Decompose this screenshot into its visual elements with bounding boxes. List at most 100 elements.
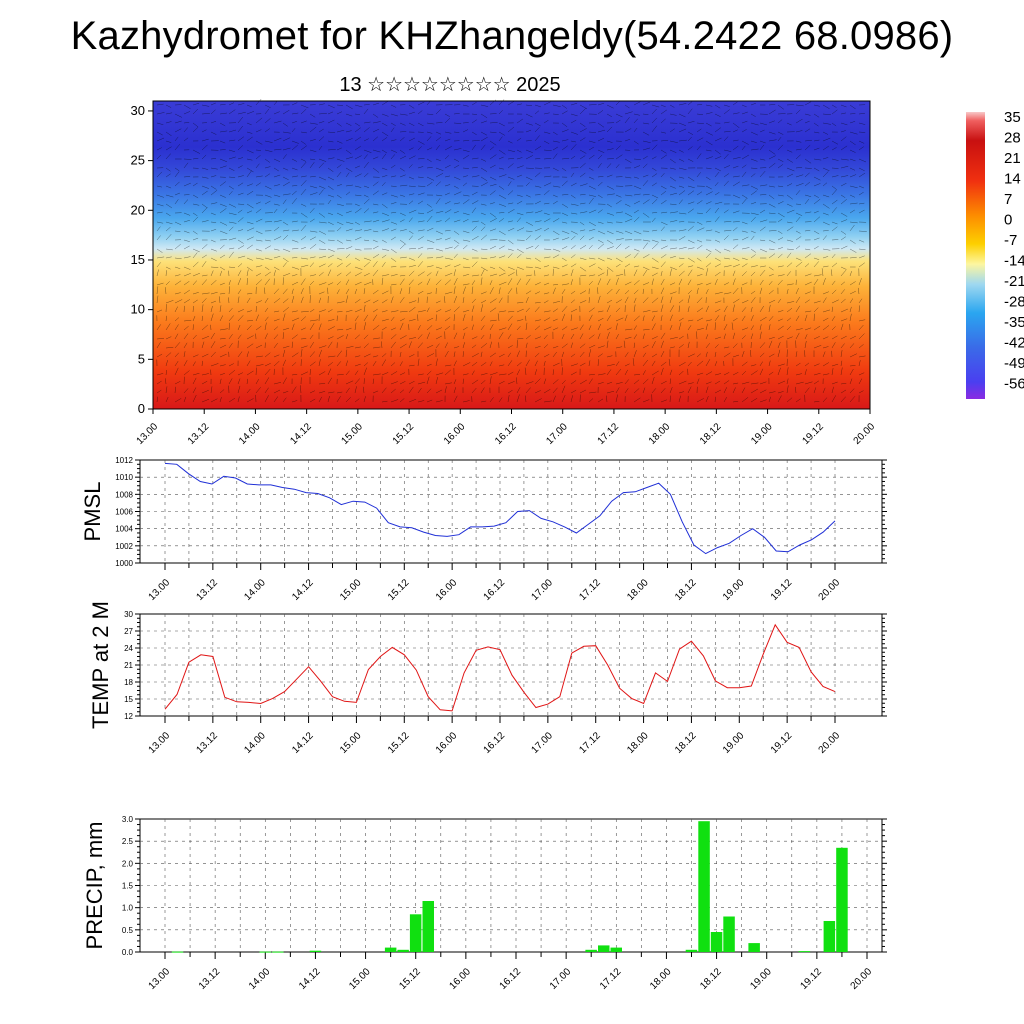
precip-x-tick-label: 15.00 — [347, 966, 373, 992]
temp-y-tick-label: 15 — [124, 695, 133, 704]
colorbar-label: -28 — [1004, 294, 1024, 311]
colorbar-label: 0 — [1004, 212, 1012, 229]
pmsl-x-tick-label: 14.00 — [242, 577, 268, 603]
temp-x-tick-label: 15.00 — [338, 730, 364, 756]
temp-x-tick-label: 16.12 — [482, 730, 508, 756]
wind-vectors — [156, 98, 867, 403]
temp-x-tick-label: 18.00 — [625, 730, 651, 756]
colorbar-label: -7 — [1004, 232, 1017, 249]
colorbar: 35 28 21 14 7 0 -7 -14 -21 -28 -35 -42 -49 -56 — [966, 109, 1024, 399]
y-tick-label: 0 — [138, 401, 145, 416]
x-tick-label: 17.00 — [544, 421, 570, 447]
temp-x-tick-label: 13.12 — [195, 730, 221, 756]
precip-y-tick-label: 1.0 — [122, 904, 134, 913]
precip-bar — [610, 947, 622, 952]
x-tick-label: 19.12 — [800, 421, 826, 447]
precip-bar — [397, 949, 409, 952]
pmsl-x-tick-label: 15.00 — [338, 577, 364, 603]
colorbar-label: 21 — [1004, 150, 1021, 167]
temp-x-tick-label: 17.12 — [577, 730, 603, 756]
precip-panel: 3.0 2.5 2.0 1.5 1.0 0.5 0.0 13.00 13.12 14.00 14.1… — [82, 815, 887, 992]
precip-bar — [259, 951, 271, 953]
heatmap-panel: 0 5 10 15 20 25 30 13.00 13.12 14.00 14.12 15.00 15.… — [131, 98, 877, 447]
pmsl-x-tick-label: 15.12 — [386, 577, 412, 603]
precip-bar — [409, 914, 422, 952]
x-tick-label: 15.12 — [391, 421, 417, 447]
colorbar-label: -56 — [1004, 376, 1024, 393]
pmsl-x-tick-label: 16.12 — [482, 577, 508, 603]
x-tick-label: 16.00 — [442, 421, 468, 447]
precip-bar — [384, 947, 397, 952]
temp-y-tick-label: 12 — [124, 712, 133, 721]
pmsl-y-tick-label: 1008 — [115, 490, 133, 499]
x-tick-label: 17.12 — [596, 421, 622, 447]
pmsl-x-tick-label: 13.12 — [195, 577, 221, 603]
precip-x-tick-label: 14.12 — [297, 966, 323, 992]
colorbar-label: 35 — [1004, 109, 1021, 126]
temp-x-tick-label: 14.12 — [290, 730, 316, 756]
pmsl-x-tick-label: 18.00 — [625, 577, 651, 603]
x-tick-label: 18.12 — [698, 421, 724, 447]
precip-bar — [585, 949, 597, 952]
chart-title: Kazhydromet for KHZhangeldy(54.2422 68.0… — [70, 14, 954, 58]
precip-bar — [723, 916, 735, 952]
pmsl-series-line — [164, 462, 836, 555]
temp-y-tick-label: 21 — [124, 661, 133, 670]
precip-y-tick-label: 2.0 — [122, 859, 134, 868]
precip-x-tick-label: 18.00 — [648, 966, 674, 992]
pmsl-x-tick-label: 17.12 — [577, 577, 603, 603]
pmsl-x-tick-label: 13.00 — [147, 577, 173, 603]
colorbar-ramp — [966, 112, 985, 399]
pmsl-y-tick-label: 1000 — [115, 559, 133, 568]
y-tick-label: 25 — [131, 153, 145, 168]
precip-bar — [171, 951, 184, 953]
temp-panel: 30 27 24 21 18 15 12 13.00 13.12 14.00 14.12 15.00 1… — [88, 601, 887, 756]
temp-x-tick-label: 14.00 — [242, 730, 268, 756]
precip-y-label: PRECIP, mm — [82, 822, 107, 950]
pmsl-x-tick-label: 17.00 — [530, 577, 556, 603]
precip-bar — [748, 943, 760, 952]
precip-y-tick-label: 2.5 — [122, 837, 134, 846]
temp-x-tick-label: 18.12 — [673, 730, 699, 756]
colorbar-label: -49 — [1004, 355, 1024, 372]
colorbar-label: -14 — [1004, 253, 1024, 270]
precip-x-tick-label: 15.12 — [397, 966, 423, 992]
precip-grid — [140, 819, 882, 952]
precip-x-tick-label: 13.12 — [197, 966, 223, 992]
chart-subtitle: 13 ☆☆☆☆☆☆☆☆ 2025 — [339, 74, 561, 96]
pmsl-x-tick-label: 18.12 — [673, 577, 699, 603]
pmsl-x-tick-label: 19.12 — [769, 577, 795, 603]
precip-y-tick-label: 0.5 — [122, 926, 134, 935]
colorbar-label: -35 — [1004, 314, 1024, 331]
temp-y-tick-label: 27 — [124, 627, 133, 636]
precip-bar — [272, 951, 284, 953]
precip-x-tick-label: 13.00 — [147, 966, 173, 992]
y-tick-label: 30 — [131, 103, 145, 118]
colorbar-label: 7 — [1004, 191, 1012, 208]
colorbar-label: -21 — [1004, 273, 1024, 290]
precip-x-tick-label: 16.12 — [498, 966, 524, 992]
pmsl-y-tick-label: 1012 — [115, 456, 133, 465]
precip-bar — [598, 945, 610, 952]
precip-y-tick-label: 0.0 — [122, 948, 134, 957]
temp-x-tick-label: 19.12 — [769, 730, 795, 756]
precip-bar — [685, 949, 698, 952]
temp-y-tick-label: 30 — [124, 610, 133, 619]
precip-bar — [698, 821, 710, 952]
precip-x-tick-label: 14.00 — [247, 966, 273, 992]
precip-bar — [798, 951, 811, 953]
temp-grid — [140, 614, 882, 716]
pmsl-y-tick-label: 1002 — [115, 542, 133, 551]
pmsl-y-tick-label: 1006 — [115, 508, 133, 517]
pmsl-y-label: PMSL — [80, 482, 105, 542]
precip-y-tick-label: 1.5 — [122, 882, 134, 891]
colorbar-label: -42 — [1004, 335, 1024, 352]
y-tick-label: 10 — [131, 302, 145, 317]
x-tick-label: 16.12 — [493, 421, 519, 447]
temp-x-tick-label: 19.00 — [721, 730, 747, 756]
precip-y-tick-label: 3.0 — [122, 815, 134, 824]
x-tick-label: 19.00 — [749, 421, 775, 447]
temp-y-tick-label: 18 — [124, 678, 133, 687]
pmsl-y-tick-label: 1004 — [115, 525, 133, 534]
